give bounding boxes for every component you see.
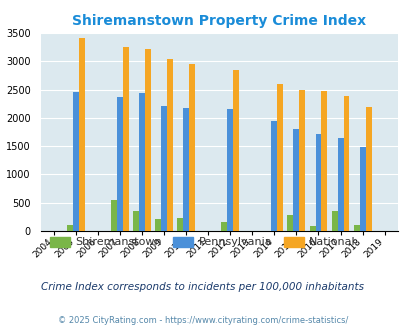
Bar [287, 215, 293, 231]
Bar [271, 121, 277, 231]
Bar [309, 226, 315, 231]
Bar [139, 93, 145, 231]
Bar [183, 108, 189, 231]
Legend: Shiremanstown, Pennsylvania, National: Shiremanstown, Pennsylvania, National [45, 232, 360, 252]
Bar [111, 200, 117, 231]
Bar [315, 134, 321, 231]
Bar [133, 211, 139, 231]
Bar [67, 225, 73, 231]
Bar [331, 211, 337, 231]
Bar [353, 225, 359, 231]
Text: © 2025 CityRating.com - https://www.cityrating.com/crime-statistics/: © 2025 CityRating.com - https://www.city… [58, 316, 347, 325]
Bar [293, 129, 298, 231]
Bar [73, 92, 79, 231]
Bar [232, 70, 239, 231]
Text: Crime Index corresponds to incidents per 100,000 inhabitants: Crime Index corresponds to incidents per… [41, 282, 364, 292]
Bar [189, 64, 195, 231]
Bar [145, 50, 151, 231]
Title: Shiremanstown Property Crime Index: Shiremanstown Property Crime Index [72, 14, 365, 28]
Bar [167, 59, 173, 231]
Bar [321, 91, 326, 231]
Bar [298, 89, 305, 231]
Bar [277, 84, 283, 231]
Bar [221, 222, 227, 231]
Bar [227, 109, 232, 231]
Bar [343, 96, 349, 231]
Bar [177, 218, 183, 231]
Bar [123, 47, 129, 231]
Bar [359, 147, 364, 231]
Bar [79, 38, 85, 231]
Bar [155, 218, 161, 231]
Bar [117, 97, 123, 231]
Bar [337, 138, 343, 231]
Bar [161, 106, 167, 231]
Bar [364, 107, 371, 231]
